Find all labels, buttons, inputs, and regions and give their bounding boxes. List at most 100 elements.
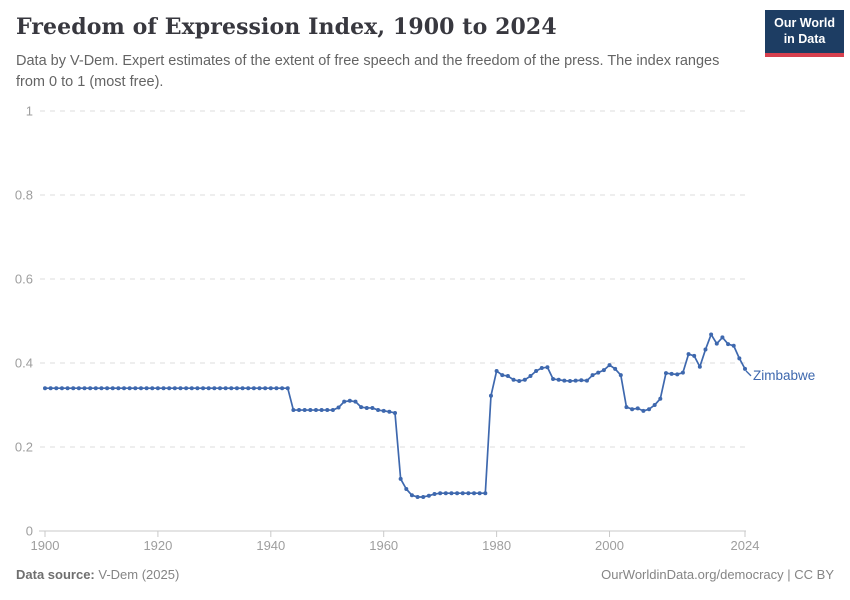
- data-point[interactable]: [680, 370, 685, 375]
- data-point[interactable]: [426, 493, 431, 498]
- data-point[interactable]: [184, 386, 189, 391]
- data-point[interactable]: [511, 377, 516, 382]
- data-point[interactable]: [737, 356, 742, 361]
- data-point[interactable]: [144, 386, 149, 391]
- credit-link[interactable]: OurWorldinData.org/democracy | CC BY: [601, 567, 834, 582]
- data-point[interactable]: [116, 386, 121, 391]
- data-point[interactable]: [539, 366, 544, 371]
- data-point[interactable]: [517, 379, 522, 384]
- data-point[interactable]: [88, 386, 93, 391]
- data-point[interactable]: [635, 406, 640, 411]
- data-point[interactable]: [613, 366, 618, 371]
- data-point[interactable]: [590, 373, 595, 378]
- data-point[interactable]: [488, 393, 493, 398]
- data-point[interactable]: [398, 476, 403, 481]
- data-point[interactable]: [720, 335, 725, 340]
- data-point[interactable]: [415, 494, 420, 499]
- data-point[interactable]: [686, 352, 691, 357]
- data-point[interactable]: [325, 408, 330, 413]
- data-point[interactable]: [579, 378, 584, 383]
- data-point[interactable]: [71, 386, 76, 391]
- data-point[interactable]: [274, 386, 279, 391]
- data-point[interactable]: [319, 408, 324, 413]
- data-point[interactable]: [229, 386, 234, 391]
- data-point[interactable]: [65, 386, 70, 391]
- data-point[interactable]: [596, 370, 601, 375]
- data-point[interactable]: [584, 378, 589, 383]
- data-point[interactable]: [697, 364, 702, 369]
- data-point[interactable]: [212, 386, 217, 391]
- data-point[interactable]: [76, 386, 81, 391]
- data-point[interactable]: [528, 374, 533, 379]
- data-point[interactable]: [726, 342, 731, 347]
- data-point[interactable]: [652, 403, 657, 407]
- data-point[interactable]: [483, 491, 488, 496]
- data-point[interactable]: [505, 374, 510, 379]
- data-point[interactable]: [122, 386, 127, 391]
- data-point[interactable]: [246, 386, 251, 391]
- data-point[interactable]: [404, 487, 409, 491]
- data-point[interactable]: [105, 386, 110, 391]
- data-point[interactable]: [568, 379, 572, 384]
- data-point[interactable]: [99, 386, 104, 391]
- data-point[interactable]: [218, 386, 222, 391]
- data-point[interactable]: [466, 491, 471, 496]
- data-point[interactable]: [364, 405, 369, 410]
- data-point[interactable]: [370, 405, 375, 410]
- data-point[interactable]: [43, 386, 47, 391]
- data-point[interactable]: [522, 377, 527, 382]
- series-line[interactable]: [45, 333, 746, 498]
- data-point[interactable]: [714, 341, 719, 346]
- data-point[interactable]: [54, 386, 59, 391]
- data-point[interactable]: [472, 491, 477, 496]
- data-point[interactable]: [285, 386, 290, 391]
- data-point[interactable]: [460, 491, 465, 496]
- data-point[interactable]: [138, 386, 143, 391]
- data-point[interactable]: [703, 347, 708, 352]
- data-point[interactable]: [477, 491, 482, 496]
- data-point[interactable]: [675, 372, 680, 377]
- data-point[interactable]: [449, 491, 454, 496]
- data-point[interactable]: [195, 386, 200, 391]
- data-point[interactable]: [731, 343, 736, 348]
- data-point[interactable]: [409, 493, 414, 498]
- data-point[interactable]: [359, 405, 364, 410]
- data-point[interactable]: [743, 366, 747, 371]
- data-point[interactable]: [376, 408, 381, 413]
- data-point[interactable]: [201, 386, 206, 391]
- data-point[interactable]: [330, 408, 335, 413]
- data-point[interactable]: [709, 332, 714, 337]
- data-point[interactable]: [432, 492, 437, 497]
- data-point[interactable]: [189, 386, 194, 391]
- data-point[interactable]: [308, 408, 313, 413]
- data-point[interactable]: [161, 386, 166, 391]
- data-point[interactable]: [93, 386, 98, 391]
- data-point[interactable]: [669, 371, 674, 376]
- data-point[interactable]: [607, 363, 612, 368]
- data-point[interactable]: [692, 353, 697, 358]
- data-point[interactable]: [647, 407, 652, 412]
- data-point[interactable]: [630, 407, 635, 412]
- data-point[interactable]: [313, 408, 318, 413]
- data-point[interactable]: [534, 368, 539, 373]
- data-point[interactable]: [257, 386, 262, 391]
- data-point[interactable]: [268, 386, 273, 391]
- data-point[interactable]: [251, 386, 256, 391]
- data-point[interactable]: [500, 373, 505, 378]
- data-point[interactable]: [127, 386, 132, 391]
- data-point[interactable]: [663, 371, 668, 376]
- data-point[interactable]: [624, 405, 629, 410]
- data-point[interactable]: [291, 408, 296, 413]
- data-point[interactable]: [562, 378, 567, 383]
- data-point[interactable]: [167, 386, 172, 391]
- data-point[interactable]: [494, 368, 499, 373]
- data-point[interactable]: [421, 494, 426, 499]
- data-point[interactable]: [133, 386, 138, 391]
- data-point[interactable]: [573, 378, 578, 383]
- data-point[interactable]: [155, 386, 160, 391]
- data-point[interactable]: [178, 386, 183, 391]
- data-point[interactable]: [556, 377, 561, 382]
- data-point[interactable]: [387, 409, 392, 414]
- data-point[interactable]: [381, 408, 386, 413]
